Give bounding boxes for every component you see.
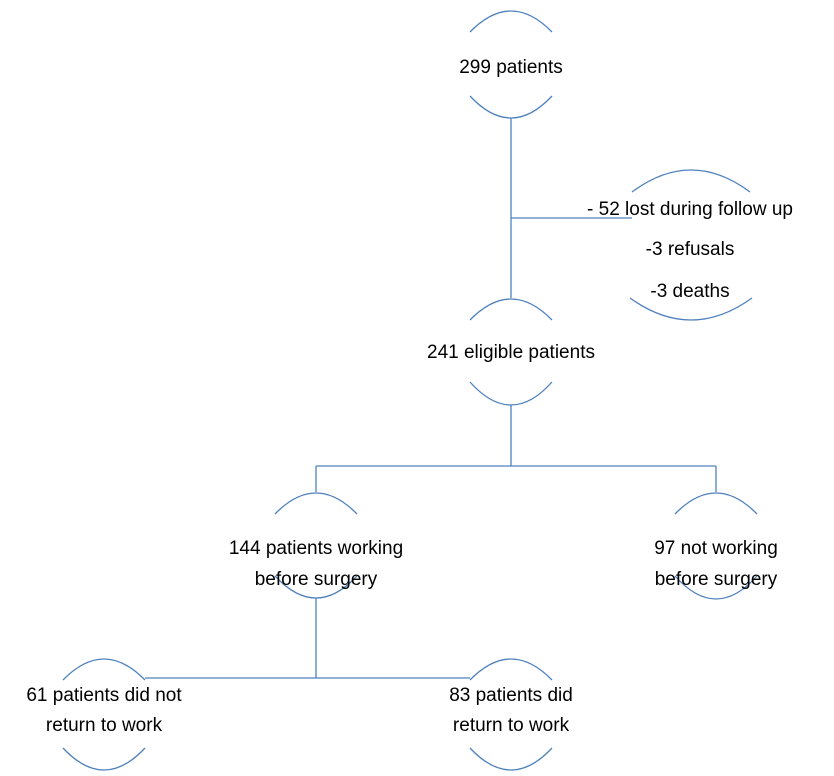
node-text: return to work (453, 715, 570, 736)
node-text: 241 eligible patients (427, 342, 595, 363)
node-text: 97 not working (654, 538, 778, 559)
node-arc (274, 492, 358, 515)
node-text: 299 patients (459, 57, 563, 78)
node-arc (469, 658, 553, 681)
node-text: 61 patients did not (26, 685, 182, 706)
node-text: -3 deaths (650, 281, 729, 302)
node-arc (469, 381, 553, 406)
node-arc (62, 747, 146, 771)
node-text: return to work (46, 715, 163, 736)
node-text: before surgery (255, 569, 378, 590)
node-arc (62, 658, 146, 681)
node-text: 83 patients did (449, 685, 573, 706)
node-text: 144 patients working (229, 538, 403, 559)
node-arc (674, 492, 758, 515)
node-arc (469, 747, 553, 771)
node-arc (274, 575, 358, 599)
node-text: before surgery (655, 569, 778, 590)
node-arc (674, 575, 758, 600)
node-text: -3 refusals (646, 239, 735, 260)
node-arc (469, 298, 553, 321)
node-arc (469, 10, 553, 33)
node-arc (469, 95, 553, 119)
node-arc (631, 169, 751, 193)
node-arc (629, 297, 753, 321)
node-text: - 52 lost during follow up (587, 199, 793, 220)
